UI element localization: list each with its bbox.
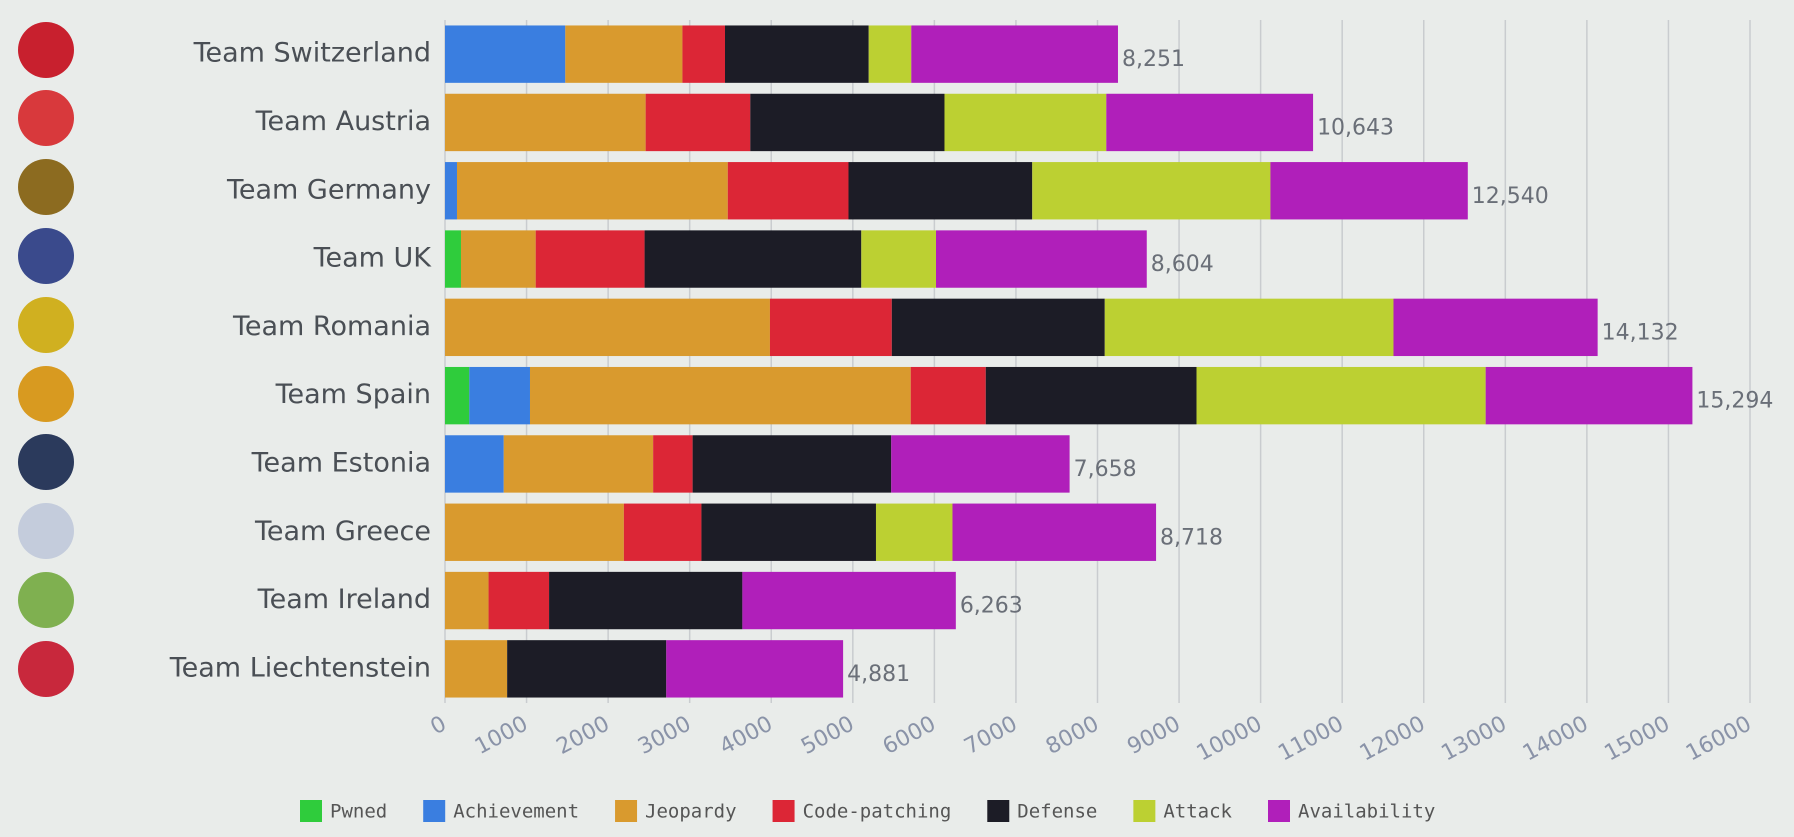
flag xyxy=(18,503,74,559)
bar-segment xyxy=(445,435,504,493)
legend-swatch xyxy=(987,800,1010,822)
legend-swatch xyxy=(300,800,322,822)
bar-segment xyxy=(1104,298,1394,357)
bar-segment xyxy=(445,640,508,698)
y-tick-label: Team UK xyxy=(313,243,433,274)
bar-segment xyxy=(445,230,461,288)
legend-label: Pwned xyxy=(330,801,387,823)
bar-segment xyxy=(911,25,1118,83)
bar-segment xyxy=(445,503,624,561)
legend-label: Attack xyxy=(1163,801,1232,823)
legend-swatch xyxy=(423,800,446,822)
bar-segment xyxy=(725,25,869,83)
bar-segment xyxy=(742,571,956,630)
bar-segment xyxy=(682,25,726,83)
bar-segment xyxy=(910,366,986,425)
bar-segment xyxy=(891,435,1070,493)
bar-segment xyxy=(727,162,849,220)
legend-label: Jeopardy xyxy=(645,801,737,823)
y-tick-label: Team Liechtenstein xyxy=(169,652,431,683)
bar-segment xyxy=(848,162,1033,220)
bar-segment xyxy=(469,366,530,425)
bar-segment xyxy=(645,93,751,152)
bar-segment xyxy=(503,435,654,493)
total-label: 7,658 xyxy=(1074,457,1137,482)
bar-segment xyxy=(529,366,911,425)
total-label: 8,251 xyxy=(1122,47,1185,72)
flag xyxy=(18,228,74,284)
total-label: 14,132 xyxy=(1602,320,1679,345)
bar-segment xyxy=(653,435,693,493)
bar-segment xyxy=(1270,162,1468,220)
flag xyxy=(18,90,74,146)
legend-swatch xyxy=(1133,800,1156,822)
legend-label: Availability xyxy=(1298,801,1435,823)
bar-segment xyxy=(936,230,1147,288)
total-label: 10,643 xyxy=(1317,115,1394,140)
bar-segment xyxy=(445,162,457,220)
y-tick-label: Team Spain xyxy=(275,379,431,410)
bar-segment xyxy=(445,298,770,357)
flag xyxy=(18,641,74,697)
bar-segment xyxy=(535,230,645,288)
y-tick-label: Team Austria xyxy=(255,106,431,137)
y-tick-label: Team Romania xyxy=(232,311,431,342)
bar-segment xyxy=(891,298,1105,357)
legend-label: Achievement xyxy=(453,801,579,823)
total-label: 15,294 xyxy=(1696,389,1773,414)
total-label: 8,604 xyxy=(1151,252,1214,277)
bar-segment xyxy=(769,298,892,357)
bar-segment xyxy=(565,25,683,83)
bar-segment xyxy=(460,230,536,288)
bar-segment xyxy=(1393,298,1598,357)
flag xyxy=(18,434,74,490)
total-label: 12,540 xyxy=(1472,184,1549,209)
bar-segment xyxy=(944,93,1107,152)
bar-segment xyxy=(1485,366,1693,425)
bar-segment xyxy=(445,93,646,152)
y-tick-label: Team Ireland xyxy=(257,584,431,615)
bar-segment xyxy=(952,503,1157,561)
bar-segment xyxy=(701,503,876,561)
legend-label: Code-patching xyxy=(803,801,952,823)
bar-segment xyxy=(456,162,728,220)
bar-segment xyxy=(507,640,667,698)
bar-segment xyxy=(985,366,1197,425)
total-label: 6,263 xyxy=(960,594,1023,619)
y-tick-label: Team Greece xyxy=(254,516,431,547)
bar-segment xyxy=(692,435,892,493)
total-label: 4,881 xyxy=(847,662,910,687)
bar-segment xyxy=(488,571,550,630)
bar-segment xyxy=(445,571,489,630)
flag xyxy=(18,22,74,78)
bar-segment xyxy=(750,93,945,152)
legend-swatch xyxy=(772,800,795,822)
bar-segment xyxy=(644,230,862,288)
flag xyxy=(18,159,74,215)
y-tick-label: Team Germany xyxy=(226,174,431,205)
bar-segment xyxy=(445,366,470,425)
bar-segment xyxy=(623,503,702,561)
flag xyxy=(18,297,74,353)
bar-segment xyxy=(1196,366,1486,425)
bar-segment xyxy=(666,640,844,698)
flags xyxy=(18,22,74,697)
y-tick-label: Team Switzerland xyxy=(193,38,431,69)
bar-segment xyxy=(445,25,566,83)
bar-segment xyxy=(549,571,743,630)
bar-segment xyxy=(1106,93,1314,152)
legend-label: Defense xyxy=(1017,801,1097,823)
total-label: 8,718 xyxy=(1160,525,1223,550)
flag xyxy=(18,572,74,628)
y-tick-label: Team Estonia xyxy=(251,447,431,478)
bar-segment xyxy=(1032,162,1271,220)
bar-segment xyxy=(868,25,912,83)
bar-segment xyxy=(861,230,937,288)
legend-swatch xyxy=(1268,800,1290,822)
bar-segment xyxy=(875,503,953,561)
flag xyxy=(18,366,74,422)
legend-swatch xyxy=(615,800,638,822)
